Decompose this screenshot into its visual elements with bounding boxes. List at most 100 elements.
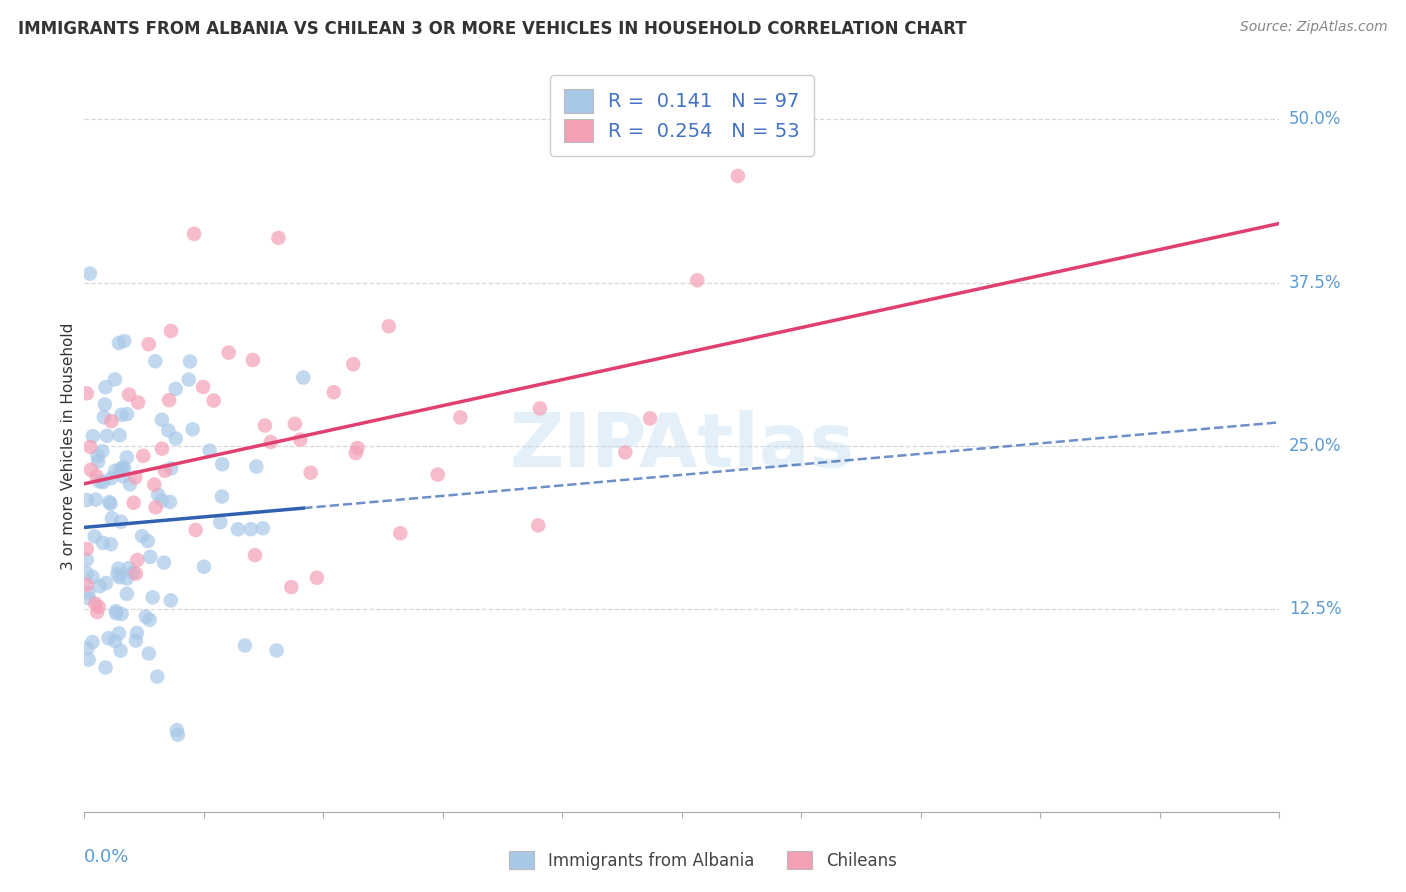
Point [87,599,110,614]
Point [132,449,155,463]
Point [122,566,145,580]
Point [93,410,115,425]
Point [94,576,117,591]
Legend: Immigrants from Albania, Chileans: Immigrants from Albania, Chileans [503,845,903,877]
Point [245,459,267,474]
Point [211,457,233,471]
Point [284,417,307,431]
Point [77,585,100,599]
Point [77,652,100,666]
Point [84,492,107,507]
Point [143,354,166,368]
Point [105,607,128,621]
Point [160,324,183,338]
Point [91,444,114,458]
Point [77,591,100,606]
Point [96,429,118,443]
Point [80,463,103,477]
Point [115,587,138,601]
Point [101,511,124,525]
Point [159,593,181,607]
Point [153,464,176,478]
Point [143,477,166,491]
Point [94,380,117,394]
Point [122,496,145,510]
Point [153,556,176,570]
Point [118,387,141,401]
Point [98,495,121,509]
Point [127,553,149,567]
Point [686,273,709,287]
Point [322,385,344,400]
Point [110,607,132,621]
Text: 25.0%: 25.0% [1289,437,1341,455]
Point [115,450,138,465]
Point [529,401,551,416]
Point [179,354,201,368]
Text: 50.0%: 50.0% [1289,111,1341,128]
Point [76,641,98,656]
Point [142,591,165,605]
Point [267,231,290,245]
Point [108,463,131,477]
Point [449,410,471,425]
Point [112,461,135,475]
Point [183,227,205,241]
Point [79,267,101,281]
Point [108,570,131,584]
Point [125,626,148,640]
Point [346,441,368,455]
Point [86,469,108,483]
Point [290,433,312,447]
Point [87,454,110,468]
Point [110,643,132,657]
Point [82,635,104,649]
Text: 37.5%: 37.5% [1289,274,1341,292]
Text: 0.0%: 0.0% [84,848,129,866]
Point [112,469,135,483]
Point [150,413,173,427]
Y-axis label: 3 or more Vehicles in Household: 3 or more Vehicles in Household [60,322,76,570]
Point [342,357,364,371]
Point [146,488,169,502]
Point [97,631,120,645]
Point [389,526,412,541]
Point [124,470,146,484]
Point [108,428,131,442]
Point [181,422,204,436]
Point [177,373,200,387]
Point [76,386,98,401]
Point [146,670,169,684]
Point [76,493,98,508]
Point [107,567,129,582]
Point [184,523,207,537]
Text: ZIPAtlas: ZIPAtlas [509,409,855,483]
Point [110,515,132,529]
Point [378,319,401,334]
Point [104,634,127,648]
Point [89,579,111,593]
Point [159,495,181,509]
Point [118,477,141,491]
Point [209,516,232,530]
Point [242,353,264,368]
Point [104,464,127,478]
Point [91,475,114,490]
Point [100,414,122,428]
Point [76,541,98,556]
Point [84,597,107,611]
Point [727,169,749,183]
Point [150,442,173,456]
Point [253,418,276,433]
Point [91,536,114,550]
Point [193,559,215,574]
Point [344,446,367,460]
Point [127,395,149,409]
Point [191,380,214,394]
Point [211,490,233,504]
Point [233,639,256,653]
Point [108,626,131,640]
Point [100,537,122,551]
Point [136,534,159,549]
Point [131,529,153,543]
